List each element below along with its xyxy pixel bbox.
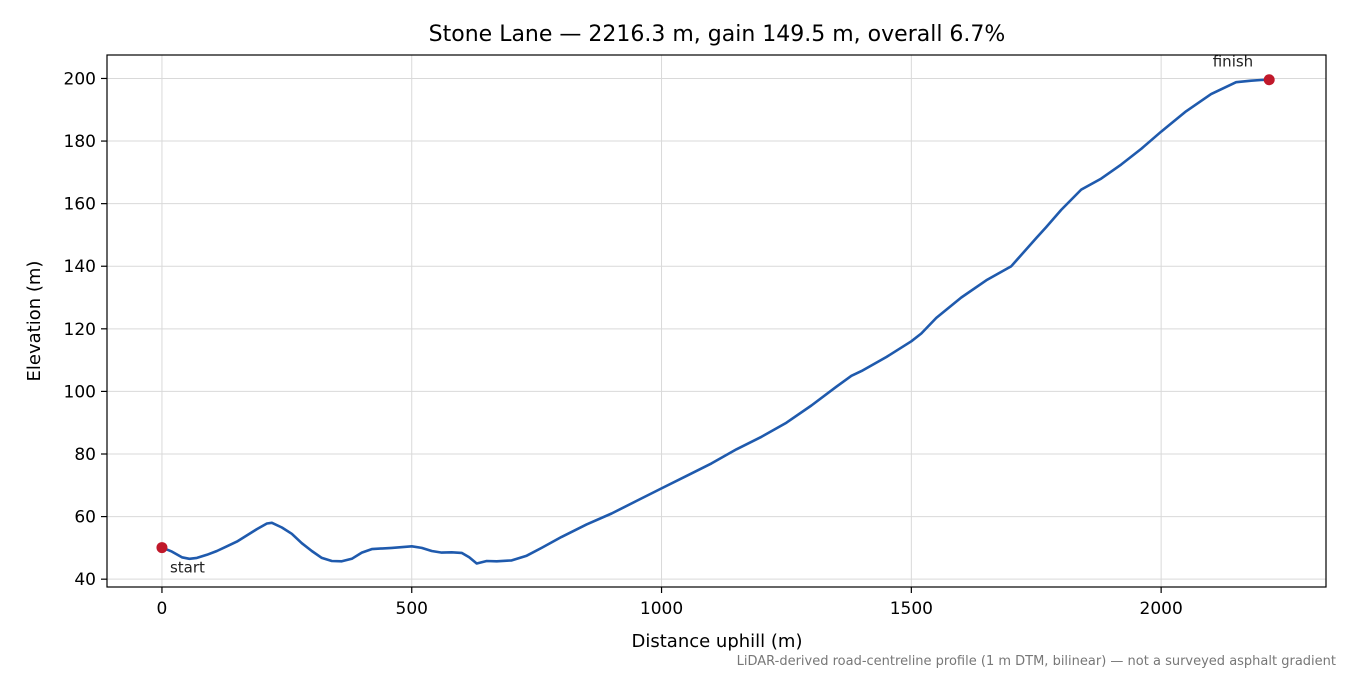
y-tick-label: 100 (64, 382, 96, 402)
elevation-profile-line (161, 78, 1270, 565)
x-tick-label: 1000 (640, 599, 683, 619)
x-tick-label: 500 (396, 599, 428, 619)
axis-ticks: 0 500 1000 1500 2000 40 60 80 100 120 140 160 180 200 (64, 69, 1183, 619)
x-tick-label: 0 (157, 599, 168, 619)
plot-frame (106, 54, 1327, 588)
footnote: LiDAR-derived road-centreline profile (1… (737, 654, 1336, 669)
finish-marker (1263, 74, 1275, 86)
y-axis-label: Elevation (m) (24, 261, 45, 382)
y-tick-label: 180 (64, 132, 96, 152)
endpoint-markers: start finish (156, 53, 1275, 577)
y-tick-label: 80 (74, 445, 96, 465)
x-tick-label: 1500 (890, 599, 933, 619)
y-tick-label: 160 (64, 195, 96, 215)
start-annotation: start (170, 559, 205, 577)
start-marker (156, 542, 168, 554)
y-tick-label: 120 (64, 320, 96, 340)
y-tick-label: 60 (74, 508, 96, 528)
y-tick-label: 200 (64, 69, 96, 89)
grid (107, 55, 1326, 587)
finish-annotation: finish (1213, 53, 1253, 71)
x-tick-label: 2000 (1140, 599, 1183, 619)
chart-title: Stone Lane — 2216.3 m, gain 149.5 m, ove… (429, 22, 1006, 47)
x-axis-label: Distance uphill (m) (632, 631, 803, 652)
y-tick-label: 40 (74, 570, 96, 590)
y-tick-label: 140 (64, 257, 96, 277)
